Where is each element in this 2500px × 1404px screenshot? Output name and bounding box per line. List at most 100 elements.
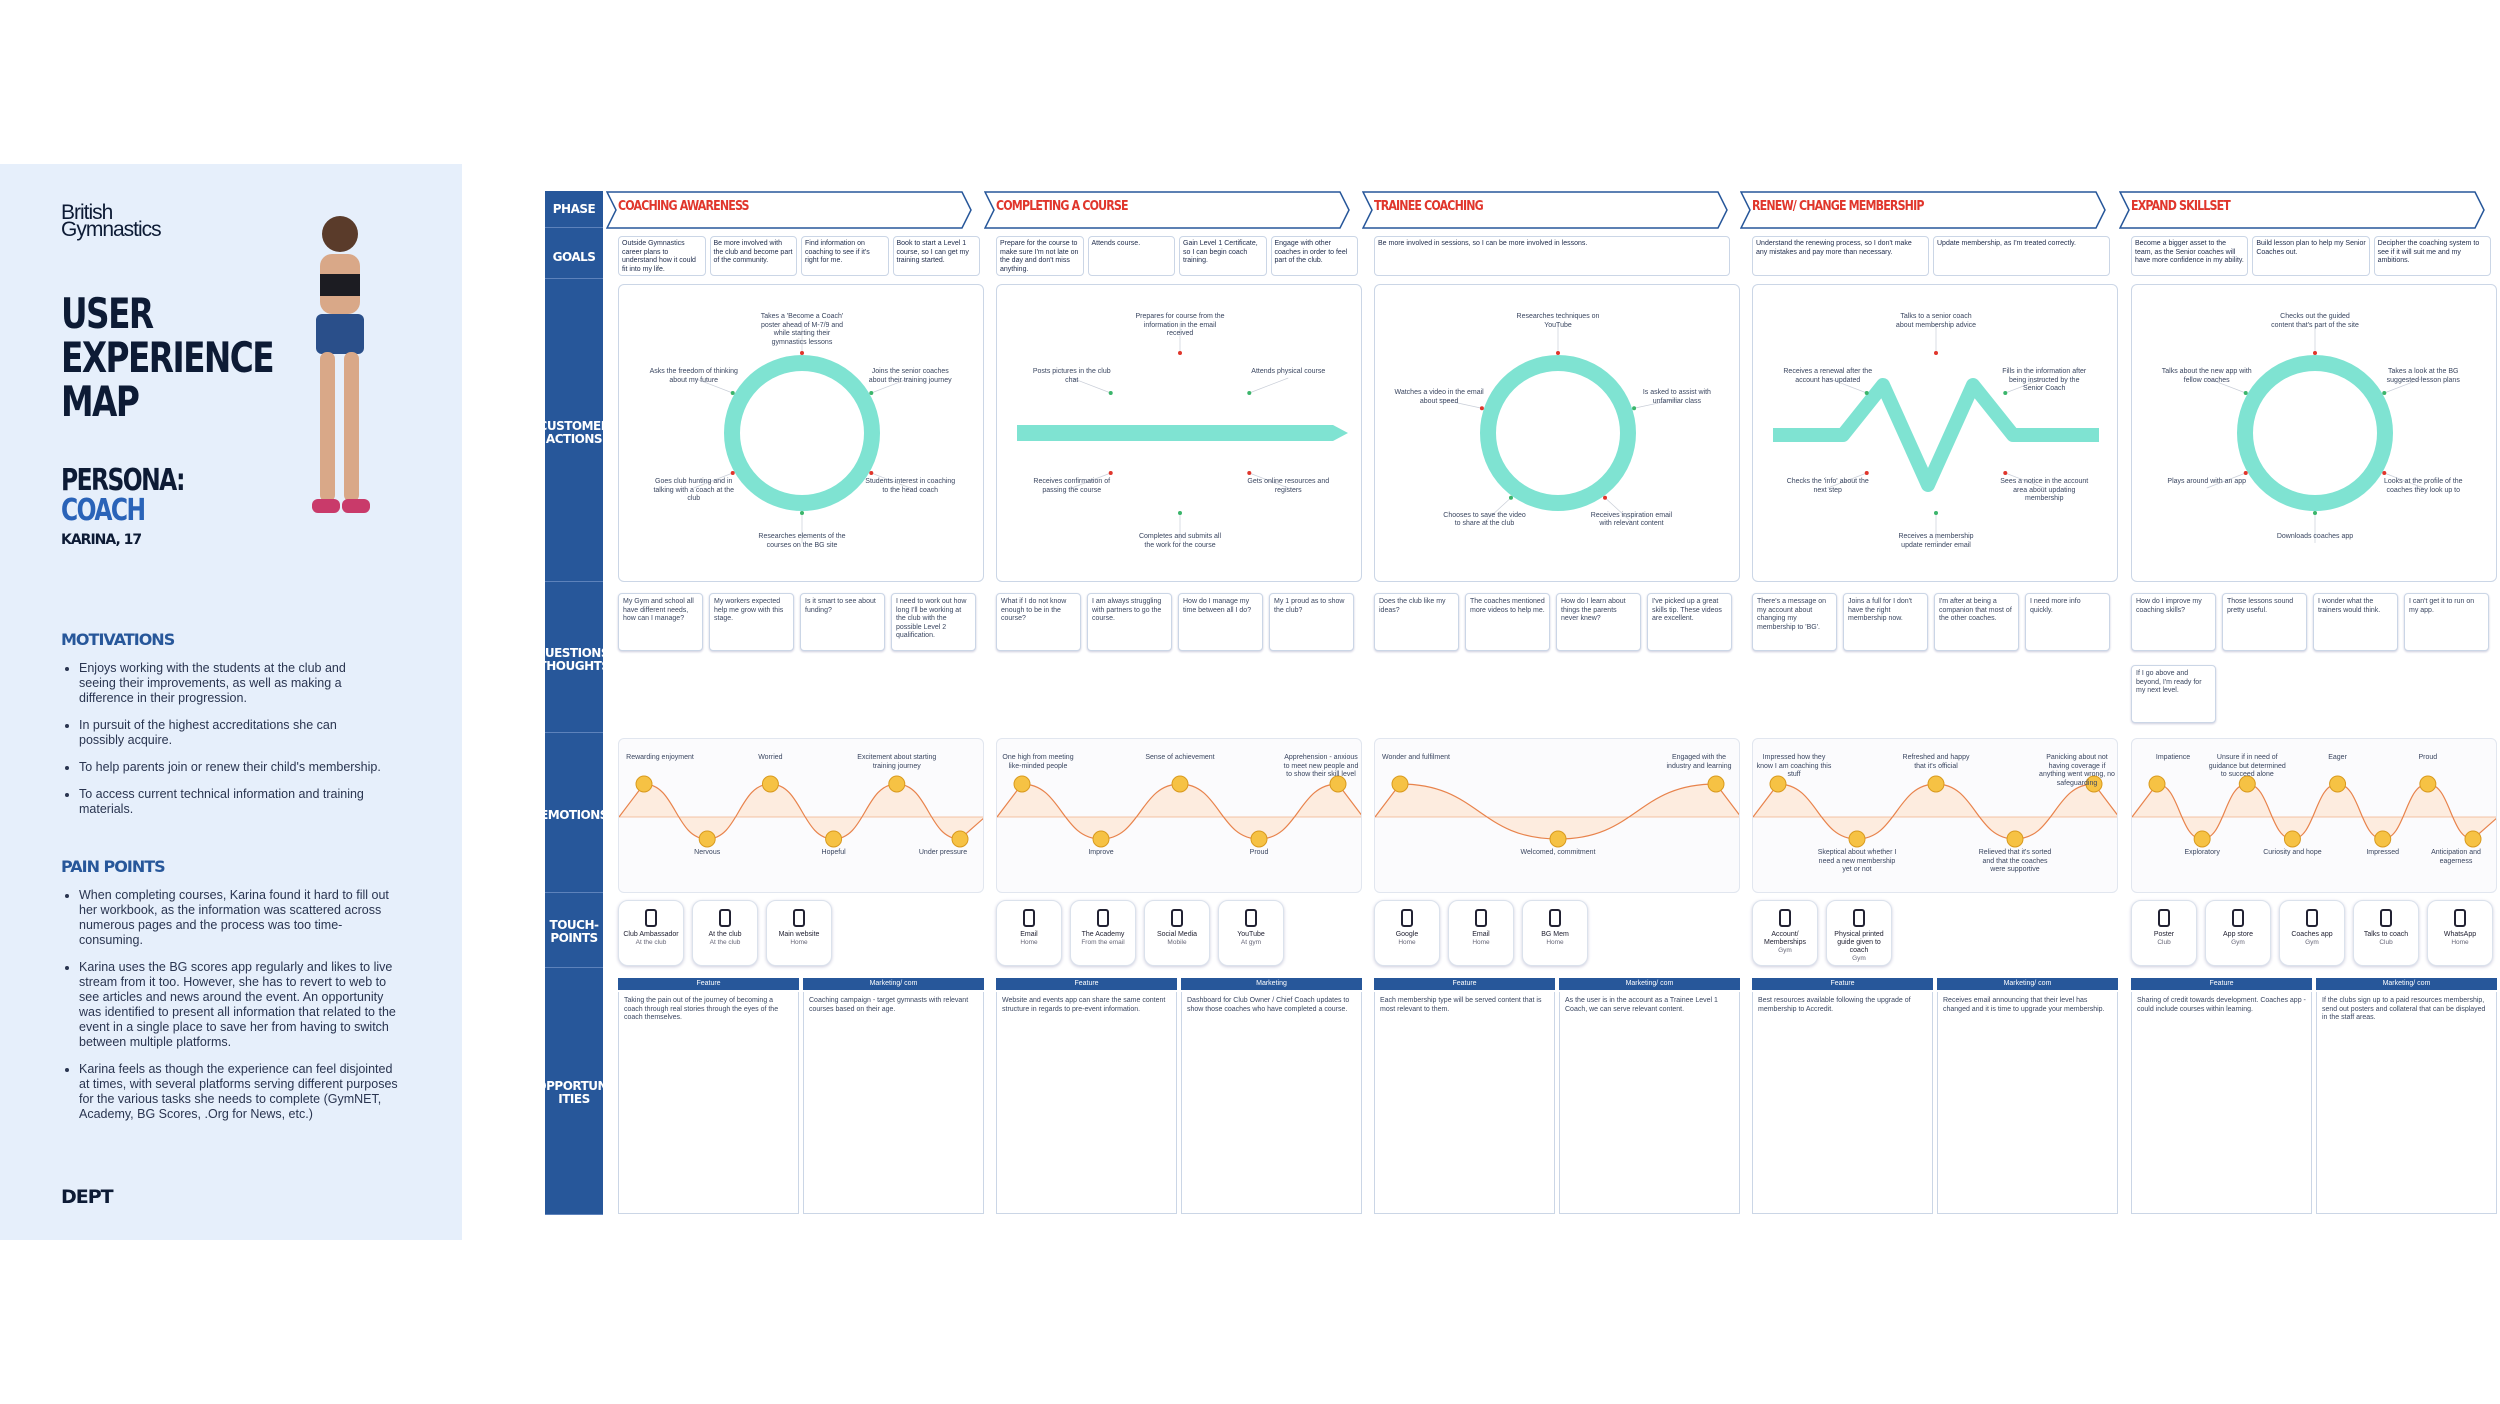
touchpoint-icon (1779, 909, 1791, 927)
emoji (2193, 830, 2211, 848)
thought-bubble: I am always struggling with partners to … (1087, 593, 1172, 651)
emoji (888, 775, 906, 793)
actions-diagram (1017, 323, 1348, 543)
touchpoint-icon (1475, 909, 1487, 927)
touchpoint-name: Account/ Memberships (1763, 931, 1806, 946)
emotion-label: Nervous (694, 849, 721, 856)
action-connector (1071, 377, 1111, 394)
emotion-label: Impressed (2366, 849, 2400, 856)
action-dot (2382, 471, 2387, 475)
row-label: TOUCH-POINTS (545, 897, 603, 968)
emoji (2329, 775, 2347, 793)
opportunity-body: Best resources available following the u… (1752, 992, 1933, 1214)
action-dot (2313, 511, 2317, 515)
action-dot (1247, 471, 1252, 475)
opportunity-header: Feature (1374, 978, 1555, 990)
emoji (2238, 775, 2256, 793)
customer-actions-panel: Takes a 'Become a Coach' poster ahead of… (618, 284, 984, 582)
goal: Build lesson plan to help my Senior Coac… (2252, 236, 2370, 276)
emotion-label: Improve (1088, 849, 1114, 856)
customer-action: Receives inspiration email with relevant… (1590, 511, 1673, 528)
row-label: CUSTOMER ACTIONS (539, 284, 610, 582)
goal: Find information on coaching to see if i… (801, 236, 889, 276)
touchpoint-icon (2306, 909, 2318, 927)
action-dot (1178, 511, 1182, 515)
touchpoint-name: The Academy (1081, 931, 1125, 938)
action-connector (871, 377, 911, 394)
emotions-panel: Impressed how they know I am coaching th… (1752, 738, 2120, 893)
touchpoint: Account/ Memberships Gym (1752, 900, 1818, 966)
action-dot (1108, 391, 1113, 395)
touchpoint: YouTube At gym (1218, 900, 1284, 966)
phase-chevron (984, 191, 1350, 229)
action-connector (693, 377, 733, 394)
opportunity-header: Feature (996, 978, 1177, 990)
emotion-label: Skeptical about whether I need a new mem… (1817, 849, 1897, 873)
touchpoint: The Academy From the email (1070, 900, 1136, 966)
emotion-curve (996, 775, 1364, 848)
action-connector (1604, 497, 1632, 523)
goal: Attends course. (1087, 236, 1175, 276)
customer-action: Watches a video in the email about speed (1394, 389, 1484, 405)
row-label: QUESTIONS/ THOUGHTS (535, 587, 613, 733)
touchpoint-name: Physical printed guide given to coach (1834, 931, 1884, 954)
touchpoint: Email Home (1448, 900, 1514, 966)
action-dot (869, 391, 874, 395)
action-dot (1864, 391, 1869, 395)
emotion-label: Wonder and fulfilment (1382, 754, 1450, 761)
customer-action: Plays around with an app (2167, 478, 2247, 485)
emotion-curve (1752, 775, 2120, 848)
phase-header-shape (606, 191, 972, 229)
action-dot (1556, 351, 1560, 355)
emotions-panel: Wonder and fulfilment Welcomed, commitmen… (1374, 738, 1742, 893)
phase-header-shape (2119, 191, 2485, 229)
action-connector (2384, 472, 2424, 489)
emotion-label: Under pressure (918, 849, 968, 856)
touchpoint-place: Club (2157, 939, 2171, 946)
customer-action: Sees a notice in the account area about … (2000, 478, 2089, 502)
customer-action: Researches techniques on YouTube (1516, 313, 1600, 329)
touchpoint-place: Club (2379, 939, 2393, 946)
touchpoint-place: Home (1020, 939, 1038, 946)
emoji (1927, 775, 1945, 793)
customer-action: Prepares for course from the information… (1135, 313, 1225, 337)
emotions-panel: Impatience Exploratory Unsure if in need o… (2131, 738, 2499, 893)
customer-action: Posts pictures in the club chat (1032, 368, 1111, 384)
opportunity-body: Each membership type will be served cont… (1374, 992, 1555, 1214)
opportunity-body: Receives email announcing that their lev… (1937, 992, 2118, 1214)
touchpoint-name: Main website (778, 931, 820, 938)
action-dot (730, 471, 735, 475)
emotion-curve (1374, 775, 1742, 848)
touchpoint-icon (1549, 909, 1561, 927)
emoji (2374, 830, 2392, 848)
emoji (1707, 775, 1725, 793)
actions-diagram (2206, 323, 2424, 543)
customer-actions-panel: Prepares for course from the information… (996, 284, 1362, 582)
customer-action: Talks to a senior coach about membership… (1895, 313, 1977, 329)
persona: COACH (61, 493, 146, 528)
thought-bubble: Those lessons sound pretty useful. (2222, 593, 2307, 651)
opportunity-header: Marketing (1181, 978, 1362, 990)
touchpoint-place: Home (2451, 939, 2469, 946)
action-connector (2206, 377, 2246, 394)
emotion-label: Apprehension - anxious to meet new peopl… (1283, 754, 1359, 778)
phase-name: RENEW/ CHANGE MEMBERSHIP (1752, 199, 1924, 214)
emoji (698, 830, 716, 848)
touchpoint-name: YouTube (1237, 931, 1265, 938)
emoji (825, 830, 843, 848)
action-dot (730, 391, 735, 395)
action-dot (2003, 391, 2008, 395)
action-dot (1108, 471, 1113, 475)
emotion-label: Impressed how they know I am coaching th… (1756, 754, 1832, 778)
action-connector (2005, 472, 2045, 489)
customer-action: Takes a 'Become a Coach' poster ahead of… (760, 313, 844, 346)
opportunity-body: Taking the pain out of the journey of be… (618, 992, 799, 1214)
emotion-curve (618, 775, 986, 848)
thought-bubble: My 1 proud as to show the club? (1269, 593, 1354, 651)
opportunity-body: Website and events app can share the sam… (996, 992, 1177, 1214)
opportunity-header: Marketing/ com (803, 978, 984, 990)
action-dot (800, 511, 804, 515)
action-dot (2313, 351, 2317, 355)
emoji (1250, 830, 1268, 848)
